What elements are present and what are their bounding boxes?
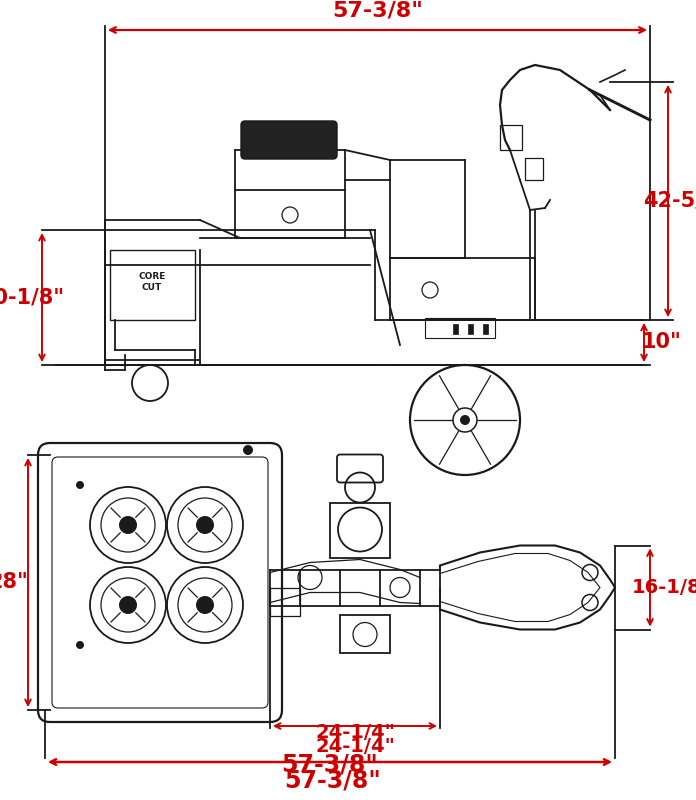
Text: 24-1/4": 24-1/4" — [315, 737, 395, 756]
Circle shape — [119, 516, 137, 534]
Bar — [340, 614, 390, 653]
Text: 57-3/8": 57-3/8" — [284, 768, 381, 792]
Bar — [270, 587, 300, 615]
Circle shape — [243, 445, 253, 455]
Circle shape — [196, 596, 214, 614]
Text: 28": 28" — [0, 573, 28, 593]
Circle shape — [460, 415, 470, 425]
Text: 57-3/8": 57-3/8" — [332, 0, 423, 20]
Text: 30-1/8": 30-1/8" — [0, 287, 65, 307]
Text: 42-5/8": 42-5/8" — [643, 191, 696, 211]
Text: 57-3/8": 57-3/8" — [282, 752, 379, 776]
Bar — [483, 324, 488, 334]
Bar — [500, 125, 522, 150]
Text: 24-1/4": 24-1/4" — [315, 723, 395, 742]
Bar — [468, 324, 473, 334]
Bar — [110, 250, 195, 320]
Circle shape — [119, 596, 137, 614]
Bar — [525, 158, 543, 180]
Text: 16-1/8": 16-1/8" — [632, 578, 696, 597]
Bar — [453, 324, 458, 334]
Circle shape — [76, 641, 84, 649]
Text: 10": 10" — [642, 333, 682, 353]
Text: CORE
CUT: CORE CUT — [139, 272, 166, 292]
Bar — [425, 318, 495, 338]
Bar — [330, 502, 390, 558]
Circle shape — [76, 481, 84, 489]
Circle shape — [196, 516, 214, 534]
FancyBboxPatch shape — [241, 121, 337, 159]
